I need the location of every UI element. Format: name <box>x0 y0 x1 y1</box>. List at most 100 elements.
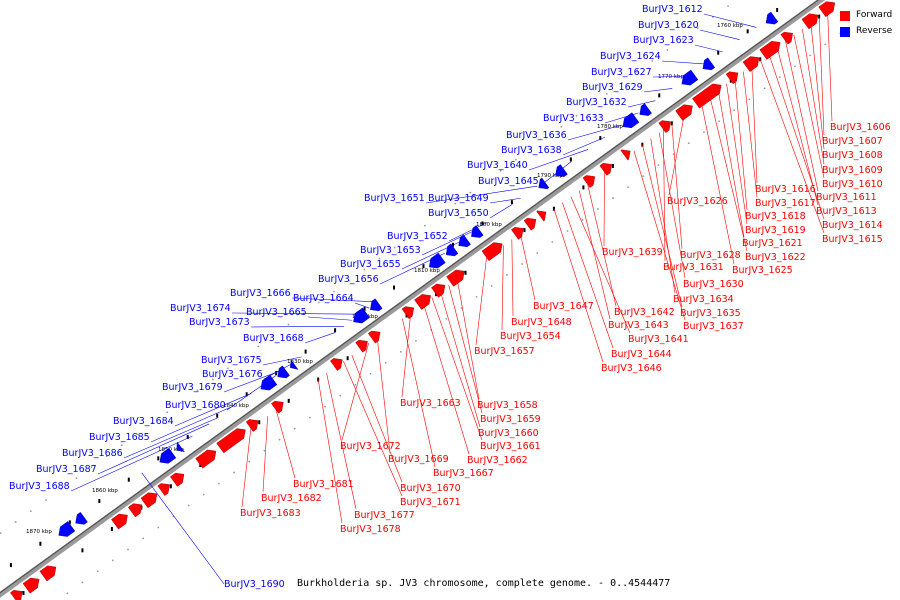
reverse-gene-label: BurJV3_1685 <box>89 432 150 443</box>
reverse-gene-label: BurJV3_1640 <box>467 160 528 171</box>
guide-dot <box>763 87 766 90</box>
reverse-gene <box>58 521 76 537</box>
guide-dot <box>272 334 275 337</box>
reverse-leader <box>643 88 673 93</box>
forward-gene <box>127 503 143 518</box>
tick-mark <box>658 93 661 98</box>
tick-mark <box>287 398 290 403</box>
forward-gene <box>330 358 343 371</box>
reverse-gene <box>353 307 370 324</box>
guide-dot <box>681 38 684 40</box>
gene-features <box>10 1 836 600</box>
reverse-gene <box>159 447 177 464</box>
forward-gene <box>39 565 57 582</box>
forward-gene <box>22 577 40 594</box>
ruler-label: 1790 kbp <box>537 173 563 179</box>
guide-dot <box>105 455 108 458</box>
guide-dot <box>317 301 320 304</box>
forward-leader <box>562 202 614 349</box>
reverse-gene <box>765 11 779 25</box>
reverse-gene-label: BurJV3_1633 <box>543 113 604 124</box>
ruler-label: 1810 kbp <box>414 268 440 274</box>
forward-gene <box>692 83 722 109</box>
forward-leader <box>553 208 604 363</box>
forward-gene <box>658 120 671 133</box>
forward-gene-label: BurJV3_1628 <box>680 250 741 261</box>
reverse-gene-label: BurJV3_1665 <box>246 307 307 318</box>
forward-gene-label: BurJV3_1609 <box>822 165 883 176</box>
guide-dot <box>490 285 493 287</box>
guide-dot <box>590 103 593 106</box>
guide-dot <box>657 164 660 167</box>
forward-leader <box>642 144 683 308</box>
guide-dot <box>226 367 229 370</box>
reverse-leader <box>421 228 479 256</box>
reverse-gene-label: BurJV3_1650 <box>428 208 489 219</box>
guide-dot <box>454 202 457 205</box>
forward-gene-label: BurJV3_1611 <box>816 192 877 203</box>
guide-dot <box>339 394 342 397</box>
guide-dot <box>151 422 154 425</box>
forward-gene <box>195 449 217 469</box>
reverse-gene <box>702 57 716 71</box>
reverse-gene-label: BurJV3_1688 <box>9 481 70 492</box>
reverse-gene-label: BurJV3_1675 <box>201 355 262 366</box>
guide-dot <box>484 180 487 183</box>
legend-label-reverse: Reverse <box>856 26 893 36</box>
forward-leader <box>448 284 483 414</box>
guide-dot <box>348 279 351 282</box>
forward-leader <box>519 233 536 301</box>
reverse-gene <box>639 103 652 116</box>
reverse-leader <box>448 222 488 242</box>
forward-leader <box>401 312 412 398</box>
guide-dot <box>596 208 599 210</box>
forward-gene-label: BurJV3_1654 <box>500 331 561 342</box>
guide-dot <box>581 219 584 221</box>
forward-gene <box>431 283 446 298</box>
forward-gene-label: BurJV3_1667 <box>433 468 494 479</box>
tick-mark <box>611 164 614 169</box>
forward-gene <box>599 163 612 176</box>
guide-dot <box>621 81 623 84</box>
forward-gene-label: BurJV3_1610 <box>822 179 883 190</box>
reverse-gene-label: BurJV3_1620 <box>638 20 699 31</box>
tick-mark <box>110 526 113 531</box>
tick-mark <box>304 349 307 354</box>
guide-dot <box>60 488 63 491</box>
reverse-gene-label: BurJV3_1649 <box>428 193 489 204</box>
forward-leader <box>709 95 748 252</box>
guide-dot <box>287 323 290 326</box>
forward-leader <box>802 28 825 165</box>
reverse-leader <box>174 393 252 427</box>
tick-mark <box>81 548 84 553</box>
forward-leader <box>663 129 666 262</box>
reverse-leader <box>425 185 538 204</box>
reverse-gene-label: BurJV3_1684 <box>113 416 174 427</box>
forward-gene-label: BurJV3_1672 <box>340 441 401 452</box>
forward-leader <box>456 278 480 400</box>
reverse-leader <box>262 356 302 366</box>
reverse-gene <box>555 164 568 177</box>
forward-leader <box>578 190 611 320</box>
tick-mark <box>776 7 779 12</box>
forward-leader <box>671 123 683 250</box>
forward-leader <box>376 336 391 454</box>
guide-dot <box>703 131 705 134</box>
reverse-leader <box>141 472 225 585</box>
reverse-gene <box>445 243 459 257</box>
guide-dot <box>136 433 138 436</box>
tick-mark <box>481 221 484 226</box>
forward-gene-label: BurJV3_1683 <box>240 508 301 519</box>
guide-dot <box>612 197 614 199</box>
guide-dot <box>81 581 84 584</box>
forward-leader <box>668 114 685 196</box>
reverse-leader <box>250 326 344 328</box>
guide-dot <box>218 482 220 485</box>
guide-dot <box>248 460 251 463</box>
guide-dot <box>687 142 690 145</box>
reverse-swatch <box>840 27 850 37</box>
tick-mark <box>186 434 189 439</box>
reverse-gene-label: BurJV3_1638 <box>501 145 562 156</box>
reverse-leader <box>694 44 723 53</box>
ruler-label: 1760 kbp <box>717 23 743 29</box>
